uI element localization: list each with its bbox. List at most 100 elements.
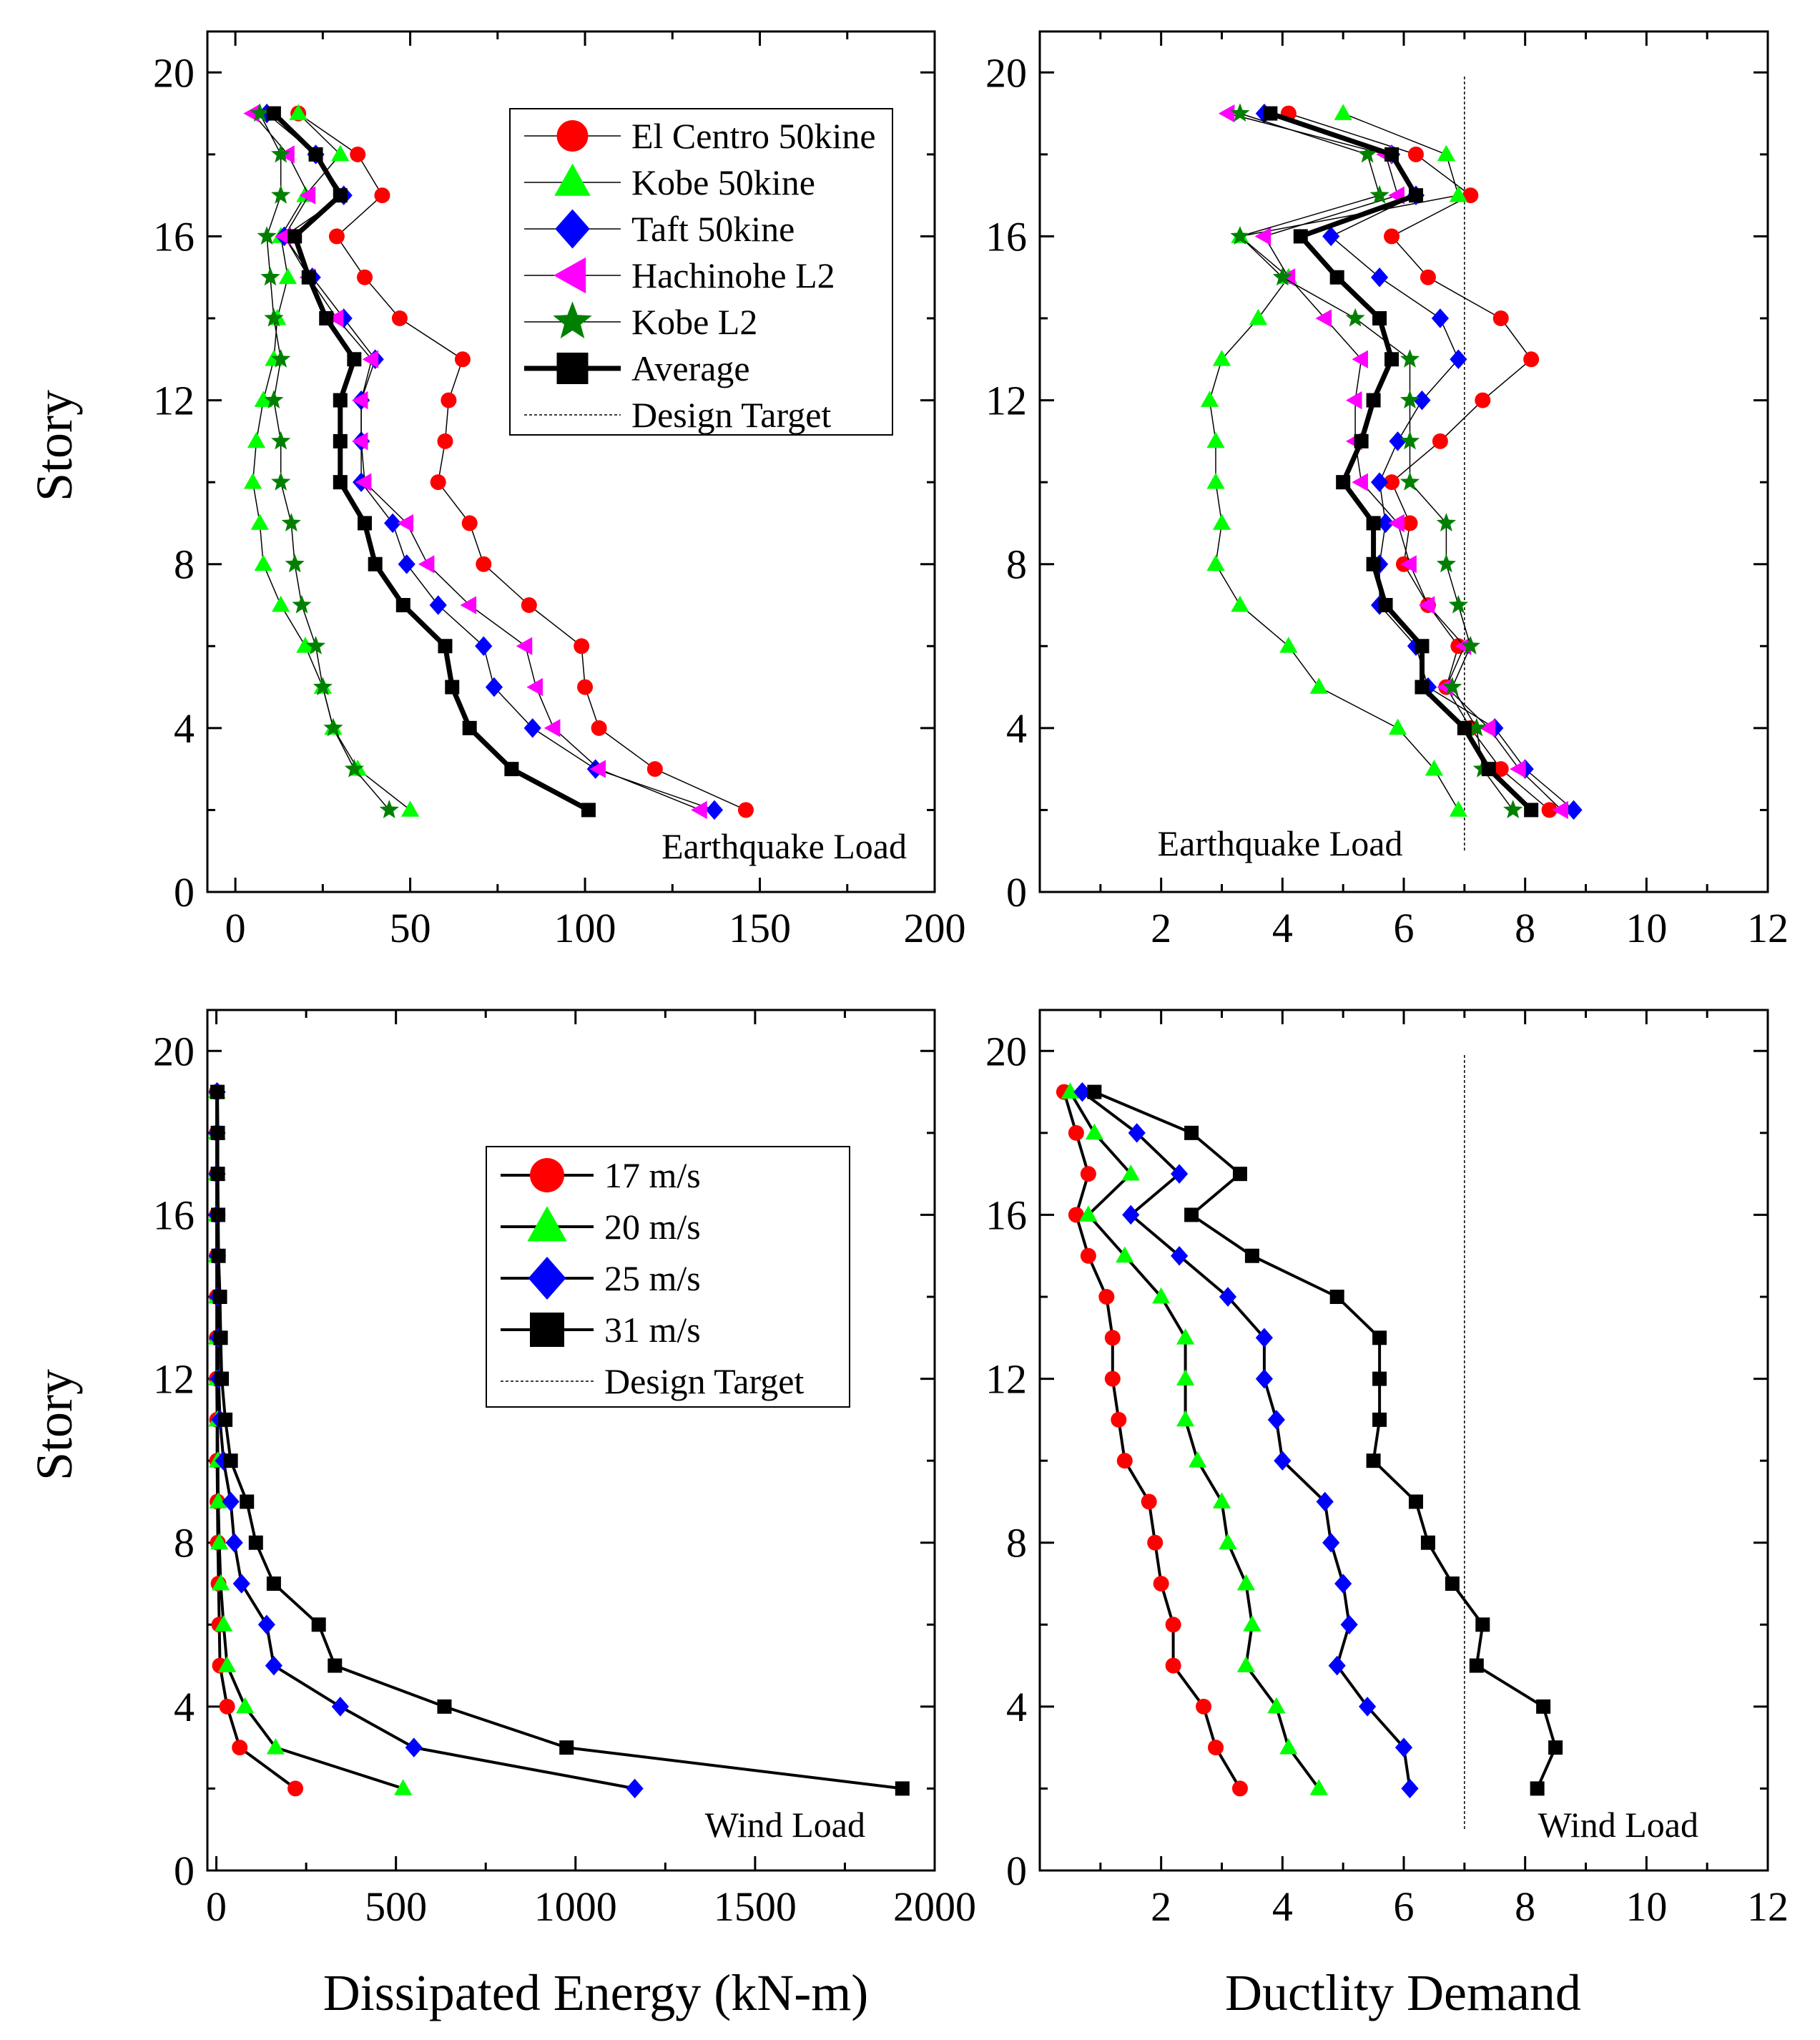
x-tick-label: 10 [1625,1883,1667,1930]
data-point [438,639,453,654]
data-point [1104,1330,1121,1346]
data-point [1206,431,1225,448]
data-point [355,473,372,491]
plot-frame [206,30,936,893]
data-point [225,1532,243,1553]
y-tick-label: 20 [153,49,195,96]
data-point [691,800,707,820]
data-point [333,475,348,490]
series-line [259,113,390,810]
legend-label: Hachinohe L2 [631,255,835,295]
data-point [1384,474,1400,491]
data-point [344,758,364,778]
data-point [1315,309,1332,328]
x-tick-label: 4 [1272,1883,1293,1930]
data-point [526,677,543,697]
data-point [271,431,291,450]
data-point [523,718,541,738]
x-tick-label: 2 [1151,1883,1171,1930]
y-tick-label: 8 [1006,1520,1027,1566]
data-point [215,1451,232,1471]
x-tick-label: 10 [1625,905,1667,951]
data-point [379,800,399,818]
data-point [213,1330,228,1345]
data-point [1467,717,1487,737]
data-point [1457,720,1472,735]
data-point [1415,639,1430,654]
data-point [405,1737,423,1757]
data-point [1098,1289,1115,1305]
legend-label: 17 m/s [604,1155,701,1195]
data-point [1372,1371,1387,1386]
panel-eq_ductility: 2 4 6 8 10 12 0 4 8 12 16 20 Earthquake Load [985,30,1789,951]
data-point [504,762,519,777]
data-point [1309,1779,1328,1795]
data-point [384,513,402,534]
data-point [1263,106,1278,121]
x-tick-label: 500 [365,1883,427,1930]
data-point [1475,392,1491,408]
data-point [1080,1247,1096,1264]
data-point [1122,1205,1140,1225]
data-point [301,270,316,285]
data-point [1165,1657,1181,1674]
data-point [1475,1617,1490,1632]
data-point [265,1655,283,1676]
data-point [1147,1534,1164,1551]
data-point [243,472,262,489]
y-tick-label: 4 [174,705,195,752]
data-point [319,311,334,325]
data-point [1334,104,1352,120]
y-tick-label: 12 [985,378,1027,424]
data-point [1541,802,1558,818]
data-point [1389,431,1407,451]
data-point [1230,226,1250,245]
series-20-m-s [1061,1082,1328,1795]
data-point [1243,1615,1261,1632]
data-point [271,144,291,163]
data-point [1503,800,1523,818]
legend-swatch-marker [530,1158,564,1192]
data-point [1449,185,1467,202]
data-point [1153,1576,1169,1592]
data-point [445,680,460,695]
data-point [1370,267,1389,288]
legend-swatch-marker [527,1206,567,1242]
y-tick-label: 0 [1006,869,1027,916]
y-tick-label: 0 [174,1848,195,1894]
series-average [1263,106,1539,818]
data-point [395,598,410,612]
y-tick-label: 12 [153,1356,195,1403]
data-point [646,761,663,778]
story-label-bottom: Story [26,1369,83,1481]
y-tick-label: 8 [174,541,195,588]
x-tick-label: 6 [1394,1883,1415,1930]
data-point [328,228,345,245]
data-point [1402,515,1418,531]
legend-swatch-marker [555,209,590,249]
data-point [285,554,305,573]
data-point [1212,1492,1231,1509]
data-point [437,1699,452,1714]
data-point [333,393,348,408]
data-point [1552,800,1568,820]
series-line [1227,112,1563,810]
data-point [250,103,270,122]
y-tick-label: 20 [985,1028,1027,1074]
data-point [1462,187,1479,204]
data-point [210,1167,225,1182]
data-point [1388,514,1405,533]
load-annotation: Wind Load [1538,1805,1698,1845]
data-point [1293,229,1308,244]
data-point [209,1492,227,1509]
data-point [328,1658,343,1673]
x-tick-label: 200 [904,905,966,951]
x-tick-label: 100 [554,905,616,951]
x-tick-label: 4 [1272,905,1293,951]
series-el-centro-50kine [1280,105,1558,818]
data-point [581,803,596,818]
data-point [397,514,414,533]
x-tick-label: 50 [390,905,431,951]
y-tick-label: 20 [153,1028,195,1074]
